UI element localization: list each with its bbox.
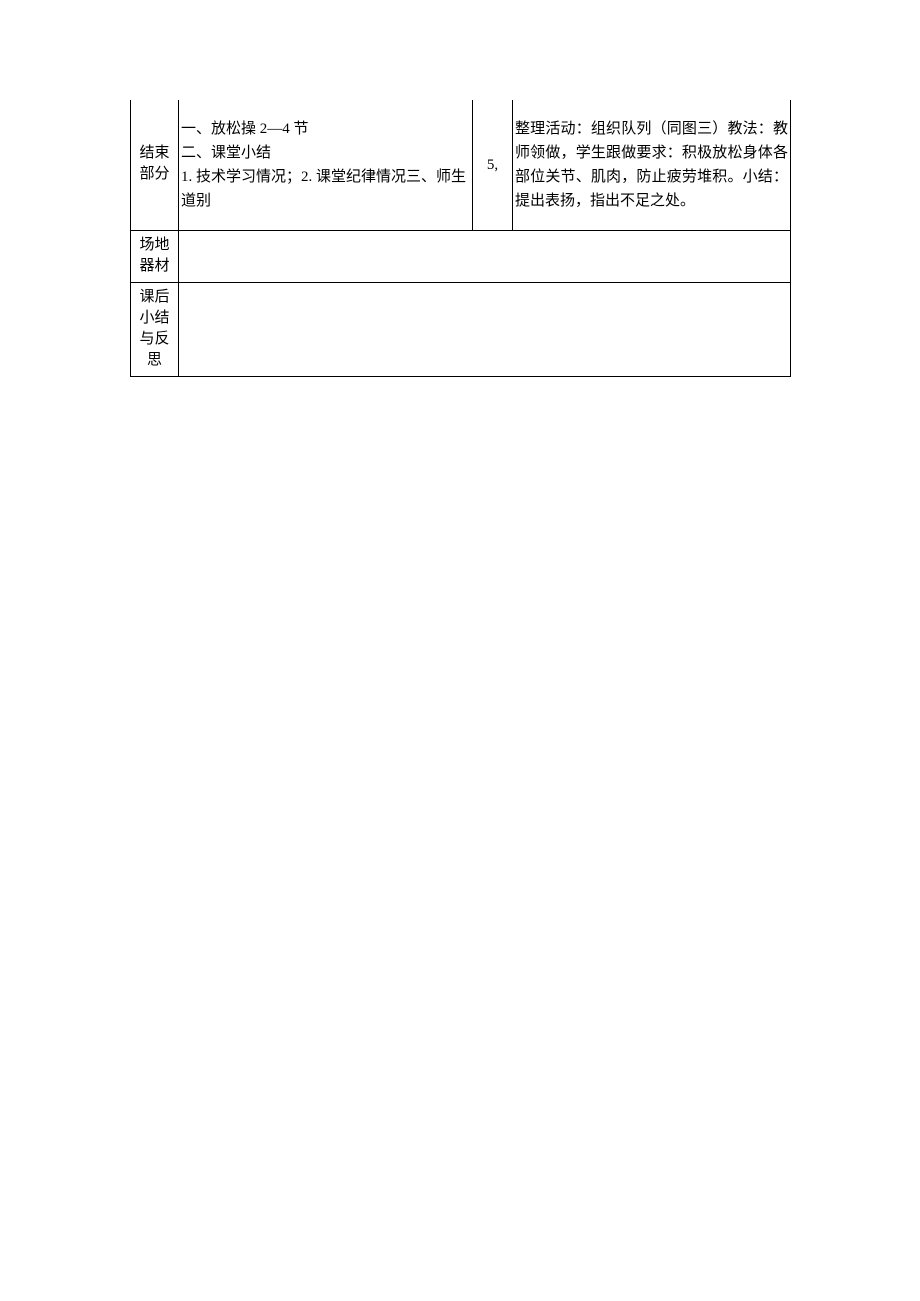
method-content: 整理活动：组织队列（同图三）教法：教师领做，学生跟做要求：积极放松身体各部位关节… xyxy=(515,115,788,215)
lesson-plan-table: 结束部分 一、放松操 2—4 节二、课堂小结1. 技术学习情况；2. 课堂纪律情… xyxy=(130,100,791,377)
duration-value: 5, xyxy=(487,157,498,173)
activity-content-cell: 一、放松操 2—4 节二、课堂小结1. 技术学习情况；2. 课堂纪律情况三、师生… xyxy=(179,100,473,230)
equipment-label: 场地器材 xyxy=(133,235,176,277)
reflection-content-cell xyxy=(179,282,791,376)
equipment-label-cell: 场地器材 xyxy=(131,230,179,282)
reflection-label: 课后小结与反思 xyxy=(133,287,176,371)
reflection-label-cell: 课后小结与反思 xyxy=(131,282,179,376)
table-row: 课后小结与反思 xyxy=(131,282,791,376)
table-row: 结束部分 一、放松操 2—4 节二、课堂小结1. 技术学习情况；2. 课堂纪律情… xyxy=(131,100,791,230)
table-row: 场地器材 xyxy=(131,230,791,282)
equipment-content-cell xyxy=(179,230,791,282)
activity-content: 一、放松操 2—4 节二、课堂小结1. 技术学习情况；2. 课堂纪律情况三、师生… xyxy=(181,115,470,215)
section-label: 结束部分 xyxy=(133,143,176,185)
section-label-cell: 结束部分 xyxy=(131,100,179,230)
method-content-cell: 整理活动：组织队列（同图三）教法：教师领做，学生跟做要求：积极放松身体各部位关节… xyxy=(513,100,791,230)
duration-cell: 5, xyxy=(473,100,513,230)
